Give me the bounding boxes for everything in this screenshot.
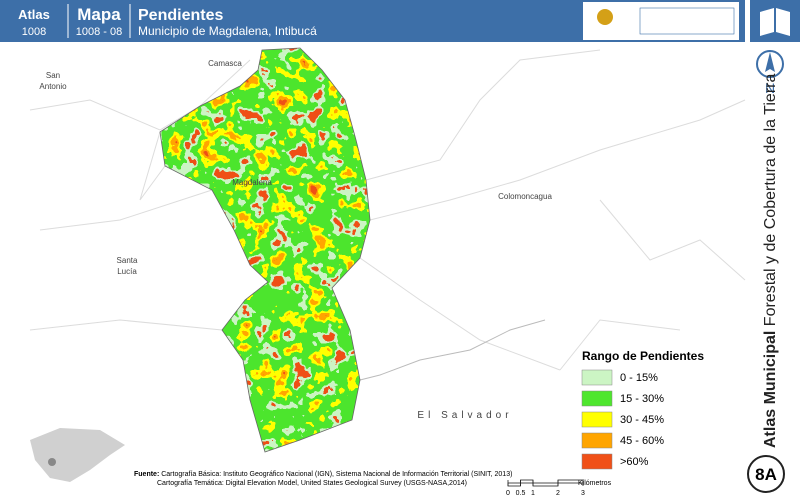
- legend-label: 15 - 30%: [620, 393, 664, 405]
- north-label: N: [765, 80, 775, 96]
- subtitle: Municipio de Magdalena, Intibucá: [138, 24, 317, 38]
- source-label: Fuente:: [134, 471, 159, 478]
- legend: Rango de Pendientes 0 - 15% 15 - 30% 30 - …: [581, 349, 704, 470]
- legend-label: >60%: [620, 456, 649, 468]
- place-label: Antonio: [39, 82, 67, 91]
- scale-label: 0.5: [516, 490, 526, 497]
- atlas-number: 1008: [22, 26, 46, 38]
- place-label: Magdalena: [232, 178, 272, 187]
- legend-swatch: [581, 369, 613, 386]
- legend-label: 30 - 45%: [620, 414, 664, 426]
- municipality-outline: [159, 47, 371, 453]
- place-label: Santa: [117, 256, 138, 265]
- inset-marker: [48, 458, 56, 466]
- legend-swatch: [581, 453, 613, 470]
- book-icon: [760, 8, 790, 36]
- inset-map: [30, 428, 125, 482]
- source-line: Cartografía Temática: Digital Elevation …: [157, 480, 467, 487]
- legend-swatch: [581, 411, 613, 428]
- map-label: Mapa: [77, 5, 121, 24]
- page-number: 8A: [755, 465, 777, 484]
- sidebar-title: Atlas Municipal Forestal y de Cobertura …: [762, 74, 779, 448]
- scale-segment: [532, 482, 559, 487]
- scale-label: 0: [506, 490, 510, 497]
- legend-swatch: [581, 432, 613, 449]
- source: Fuente: Cartografía Básica: Instituto Ge…: [134, 471, 512, 478]
- scale-unit: Kilómetros: [578, 480, 612, 487]
- scale-segment: [520, 479, 534, 484]
- place-label: Camasca: [208, 59, 242, 68]
- border-line: [359, 319, 546, 381]
- map-number: 1008 - 08: [76, 26, 122, 38]
- sidebar-rest: Forestal y de Cobertura de la Tierra: [762, 74, 779, 327]
- scale-segment: [507, 482, 521, 487]
- scale-label: 2: [556, 490, 560, 497]
- boundaries: [29, 49, 746, 371]
- north-arrow: [765, 52, 775, 72]
- legend-label: 45 - 60%: [620, 435, 664, 447]
- sidebar-bold: Atlas Municipal: [762, 331, 779, 448]
- legend-swatch: [581, 390, 613, 407]
- source-line: Cartografía Básica: Instituto Geográfico…: [161, 471, 512, 478]
- place-label: Lucía: [117, 267, 137, 276]
- atlas-label: Atlas: [18, 7, 50, 22]
- legend-title: Rango de Pendientes: [582, 349, 704, 363]
- country-label: El Salvador: [417, 410, 512, 421]
- title: Pendientes: [138, 7, 223, 24]
- place-labels: Camasca San Antonio Magdalena Colomoncag…: [39, 59, 552, 421]
- page-circle: [747, 455, 785, 493]
- scale-label: 1: [531, 490, 535, 497]
- scale-bar: 0 0.5 1 2 3 Kilómetros: [506, 479, 612, 497]
- logo-frame: [639, 7, 735, 35]
- scale-label: 3: [581, 490, 585, 497]
- logo-emblem: [597, 9, 613, 25]
- legend-label: 0 - 15%: [620, 372, 658, 384]
- place-label: San: [46, 71, 60, 80]
- book-box: [750, 0, 800, 42]
- north-circle: [756, 50, 784, 78]
- place-label: Colomoncagua: [498, 192, 552, 201]
